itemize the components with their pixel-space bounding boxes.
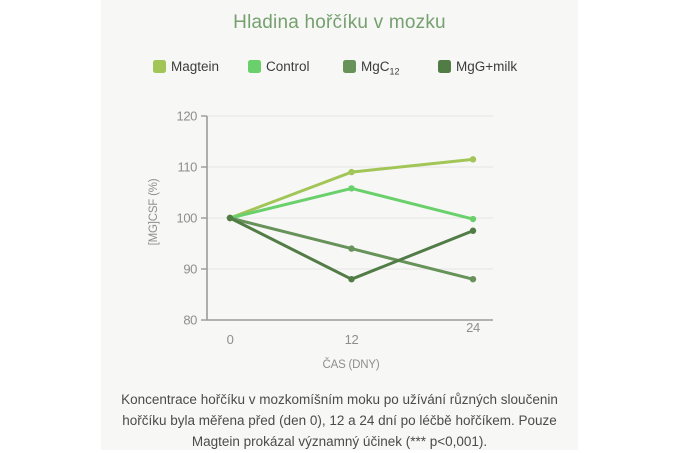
- y-tick-label: 120: [177, 109, 198, 124]
- legend-label-text: MgC: [361, 59, 390, 74]
- legend-swatch-mgc12: [343, 60, 356, 73]
- legend-label-mgc12: MgC12: [361, 59, 400, 77]
- y-axis-label: [MG]CSF (%): [148, 178, 160, 246]
- legend-item-mgc12: MgC12: [343, 59, 438, 77]
- line-chart: 80 90 100 110 120 0 12 24: [177, 109, 493, 347]
- data-point-MgG+milk: [226, 214, 234, 222]
- caption: Koncentrace hořčíku v mozkomíšním moku p…: [121, 392, 558, 449]
- legend-swatch-control: [248, 60, 261, 73]
- y-tick-label: 110: [177, 160, 197, 175]
- legend-item-control: Control: [248, 59, 343, 74]
- data-point-MgC12: [348, 245, 355, 252]
- x-tick-label: 12: [345, 332, 359, 347]
- y-tick-label: 90: [183, 262, 197, 277]
- legend-label-text: MgG+milk: [456, 59, 518, 74]
- chart-area: 80 90 100 110 120 0 12 24 [MG]CSF (%) ČAS (DNY): [140, 98, 555, 378]
- legend-label-text: Control: [266, 59, 310, 74]
- y-tick-label: 80: [183, 313, 197, 328]
- legend-swatch-magtein: [153, 60, 166, 73]
- data-point-MgC12: [469, 276, 477, 283]
- legend-item-magtein: Magtein: [153, 59, 248, 74]
- x-axis-label: ČAS (DNY): [322, 359, 380, 371]
- data-point-MgG+milk: [469, 227, 477, 234]
- legend-label-control: Control: [266, 59, 310, 74]
- data-point-Control: [348, 185, 355, 192]
- legend-label-mgg-milk: MgG+milk: [456, 59, 517, 74]
- x-tick-label: 24: [466, 320, 480, 335]
- legend-item-mgg-milk: MgG+milk: [438, 59, 533, 74]
- legend-label-subscript: 12: [389, 66, 400, 77]
- legend: Magtein Control MgC12 MgG+milk: [153, 59, 533, 77]
- data-point-Magtein: [348, 168, 355, 176]
- y-tick-label: 100: [177, 211, 198, 226]
- chart-title: Hladina hořčíku v mozku: [233, 12, 446, 33]
- legend-label-text: Magtein: [171, 59, 220, 74]
- data-point-Magtein: [469, 156, 477, 163]
- data-point-Control: [469, 215, 477, 223]
- legend-label-magtein: Magtein: [171, 59, 219, 74]
- x-tick-label: 0: [227, 332, 234, 347]
- chart-card: Hladina hořčíku v mozku Magtein Control …: [101, 0, 578, 450]
- legend-swatch-mgg-milk: [438, 60, 451, 73]
- data-point-MgG+milk: [348, 276, 355, 283]
